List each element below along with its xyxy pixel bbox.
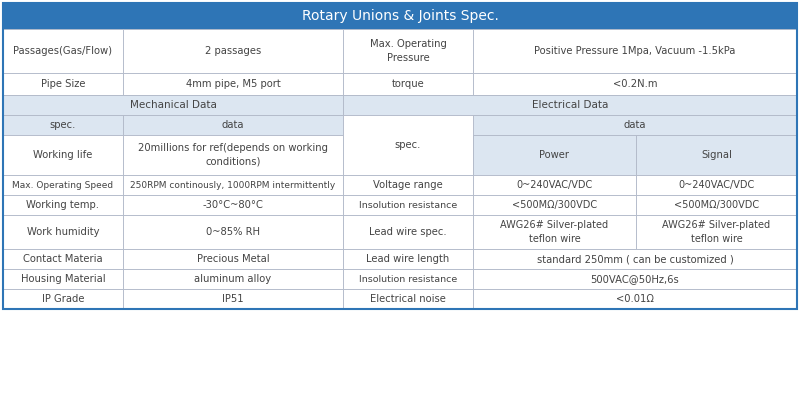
Text: 250RPM continously, 1000RPM intermittently: 250RPM continously, 1000RPM intermittent… (130, 181, 336, 190)
Bar (123, 195, 343, 215)
Text: Signal: Signal (701, 150, 732, 160)
Text: 0~240VAC/VDC: 0~240VAC/VDC (516, 180, 593, 190)
Text: Housing Material: Housing Material (21, 274, 106, 284)
Bar (343, 95, 797, 115)
Bar (636, 195, 797, 215)
Bar (123, 289, 343, 309)
Bar (3, 215, 123, 249)
Text: aluminum alloy: aluminum alloy (194, 274, 271, 284)
Bar (123, 215, 343, 249)
Text: 20millions for ref(depends on working
conditions): 20millions for ref(depends on working co… (138, 143, 328, 166)
Text: standard 250mm ( can be customized ): standard 250mm ( can be customized ) (537, 254, 734, 264)
Text: Insolution resistance: Insolution resistance (359, 275, 457, 284)
Text: spec.: spec. (50, 120, 76, 130)
Text: Max. Operating Speed: Max. Operating Speed (13, 181, 114, 190)
Bar (473, 269, 797, 289)
Text: 0~85% RH: 0~85% RH (206, 227, 260, 237)
Bar (3, 269, 123, 289)
Text: data: data (222, 120, 244, 130)
Bar (3, 115, 123, 135)
Bar (473, 175, 636, 195)
Bar (473, 195, 636, 215)
Bar (123, 73, 343, 95)
Text: data: data (624, 120, 646, 130)
Text: Lead wire length: Lead wire length (366, 254, 450, 264)
Text: Working life: Working life (34, 150, 93, 160)
Text: <0.2N.m: <0.2N.m (613, 79, 658, 89)
Text: <500MΩ/300VDC: <500MΩ/300VDC (512, 200, 597, 210)
Bar (123, 269, 343, 289)
Text: spec.: spec. (395, 140, 421, 150)
Text: Insolution resistance: Insolution resistance (359, 200, 457, 209)
Bar (3, 249, 123, 269)
Bar (636, 135, 797, 175)
Bar (3, 3, 797, 309)
Text: IP51: IP51 (222, 294, 244, 304)
Bar (473, 115, 797, 135)
Bar (343, 175, 473, 195)
Bar (343, 115, 473, 175)
Bar (3, 29, 123, 73)
Bar (123, 175, 343, 195)
Text: Rotary Unions & Joints Spec.: Rotary Unions & Joints Spec. (302, 9, 498, 23)
Text: 2 passages: 2 passages (205, 46, 261, 56)
Text: Precious Metal: Precious Metal (197, 254, 270, 264)
Bar (123, 115, 343, 135)
Bar (123, 29, 343, 73)
Bar (3, 95, 343, 115)
Text: 4mm pipe, M5 port: 4mm pipe, M5 port (186, 79, 280, 89)
Text: Voltage range: Voltage range (373, 180, 443, 190)
Bar (636, 215, 797, 249)
Bar (343, 29, 473, 73)
Bar (343, 195, 473, 215)
Text: 500VAC@50Hz,6s: 500VAC@50Hz,6s (590, 274, 679, 284)
Bar (3, 195, 123, 215)
Bar (343, 249, 473, 269)
Text: Positive Pressure 1Mpa, Vacuum -1.5kPa: Positive Pressure 1Mpa, Vacuum -1.5kPa (534, 46, 736, 56)
Bar (473, 289, 797, 309)
Bar (343, 269, 473, 289)
Text: Mechanical Data: Mechanical Data (130, 100, 217, 110)
Text: Working temp.: Working temp. (26, 200, 99, 210)
Text: torque: torque (392, 79, 424, 89)
Text: Passages(Gas/Flow): Passages(Gas/Flow) (14, 46, 113, 56)
Bar (343, 73, 473, 95)
Bar (343, 289, 473, 309)
Text: <500MΩ/300VDC: <500MΩ/300VDC (674, 200, 759, 210)
Bar (3, 3, 797, 29)
Text: Pipe Size: Pipe Size (41, 79, 86, 89)
Text: AWG26# Silver-plated
teflon wire: AWG26# Silver-plated teflon wire (662, 220, 770, 243)
Bar (473, 29, 797, 73)
Text: Power: Power (539, 150, 570, 160)
Text: IP Grade: IP Grade (42, 294, 84, 304)
Text: Work humidity: Work humidity (26, 227, 99, 237)
Bar (3, 73, 123, 95)
Text: -30°C~80°C: -30°C~80°C (202, 200, 263, 210)
Bar (636, 175, 797, 195)
Bar (473, 73, 797, 95)
Text: Lead wire spec.: Lead wire spec. (369, 227, 447, 237)
Text: Contact Materia: Contact Materia (23, 254, 103, 264)
Bar (473, 215, 636, 249)
Bar (123, 249, 343, 269)
Bar (3, 135, 123, 175)
Text: Electrical Data: Electrical Data (532, 100, 608, 110)
Text: <0.01Ω: <0.01Ω (616, 294, 654, 304)
Bar (3, 175, 123, 195)
Text: Electrical noise: Electrical noise (370, 294, 446, 304)
Bar (343, 215, 473, 249)
Text: Max. Operating
Pressure: Max. Operating Pressure (370, 39, 446, 63)
Text: 0~240VAC/VDC: 0~240VAC/VDC (678, 180, 754, 190)
Text: AWG26# Silver-plated
teflon wire: AWG26# Silver-plated teflon wire (501, 220, 609, 243)
Bar (473, 249, 797, 269)
Bar (3, 289, 123, 309)
Bar (473, 135, 636, 175)
Bar (123, 135, 343, 175)
